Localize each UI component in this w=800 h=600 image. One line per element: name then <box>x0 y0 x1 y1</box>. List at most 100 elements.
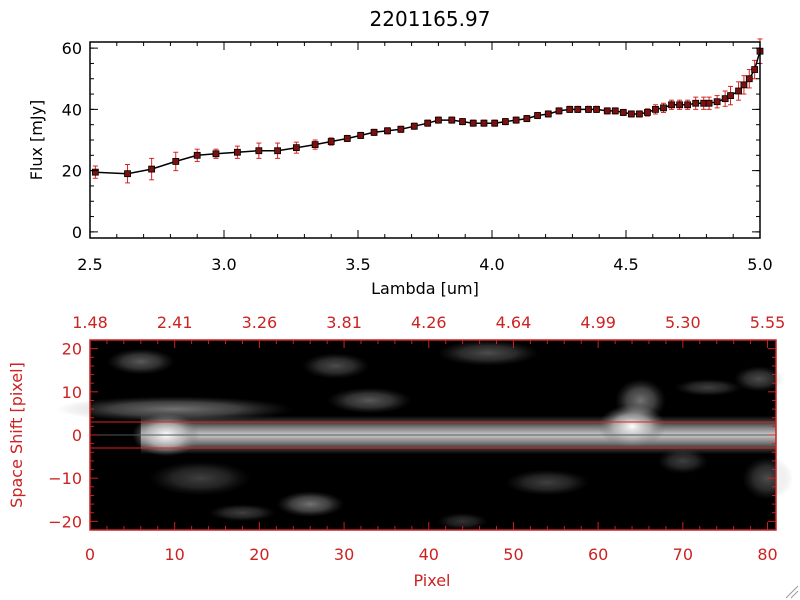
x-tick-label: 60 <box>588 545 608 564</box>
image-y-axis-label: Space Shift [pixel] <box>7 362 26 508</box>
data-point <box>327 138 335 145</box>
data-point <box>585 105 592 113</box>
emission-blob <box>674 378 743 397</box>
data-point <box>544 110 552 118</box>
wavelength-tick-label: 4.26 <box>411 313 447 332</box>
data-point <box>593 105 600 113</box>
data-point <box>692 99 700 107</box>
x-tick-label: 30 <box>334 545 354 564</box>
wavelength-tick-label: 3.26 <box>242 313 278 332</box>
wavelength-tick-label: 2.41 <box>157 313 193 332</box>
chart-title: 2201165.97 <box>370 7 491 31</box>
data-point <box>424 119 432 127</box>
spectrum-x-axis-label: Lambda [um] <box>371 279 479 298</box>
spectral-image-chart: 0 10 20 30 40 50 60 70 80 −20 −10 0 10 20 1.48 2.41 3.… <box>7 313 793 590</box>
data-point <box>751 66 759 73</box>
data-point <box>459 118 466 126</box>
data-point <box>523 115 531 122</box>
spectrum-chart: 2201165.97 2.5 3.0 3.5 4.0 4.5 5.0 0 20 40 60 La… <box>27 7 773 298</box>
data-point <box>555 107 563 115</box>
data-point <box>684 101 692 109</box>
image-x-tick-labels: 0 10 20 30 40 50 60 70 80 <box>85 545 778 564</box>
data-point <box>566 105 574 113</box>
wavelength-tick-label: 4.64 <box>496 313 532 332</box>
data-point <box>397 125 405 133</box>
data-point <box>652 105 659 113</box>
data-point <box>727 92 734 99</box>
data-point <box>212 150 220 158</box>
spectrum-axes-frame <box>89 41 761 239</box>
image-y-tick-labels: −20 −10 0 10 20 <box>48 340 82 532</box>
wavelength-tick-label: 3.81 <box>326 313 362 332</box>
x-tick-label: 80 <box>757 545 777 564</box>
wavelength-tick-label: 4.99 <box>580 313 616 332</box>
x-tick-label: 3.0 <box>211 255 236 274</box>
y-tick-label: −10 <box>48 469 82 488</box>
y-tick-label: −20 <box>48 512 82 531</box>
x-tick-label: 5.0 <box>747 255 772 274</box>
wavelength-tick-label: 5.55 <box>750 313 786 332</box>
data-point <box>124 170 131 178</box>
data-point <box>172 158 180 165</box>
image-wavelength-tick-labels: 1.48 2.41 3.26 3.81 4.26 4.64 4.99 5.30 5.55 <box>72 313 785 332</box>
data-point <box>501 118 509 126</box>
data-point <box>512 116 520 124</box>
data-point <box>480 119 488 127</box>
data-point <box>193 151 201 159</box>
data-point <box>448 116 456 124</box>
data-point <box>644 109 651 116</box>
y-tick-label: 10 <box>62 383 82 402</box>
x-tick-label: 3.5 <box>345 255 370 274</box>
data-point <box>534 112 541 119</box>
data-point <box>384 127 391 135</box>
spectrum-y-tick-labels: 0 20 40 60 <box>62 39 760 242</box>
data-point <box>434 116 442 124</box>
data-point <box>574 105 582 113</box>
data-point <box>619 109 627 116</box>
emission-blob <box>149 460 251 496</box>
spectrum-x-tick-labels: 2.5 3.0 3.5 4.0 4.5 5.0 <box>77 42 773 274</box>
data-point <box>660 104 667 112</box>
data-point <box>233 148 241 156</box>
emission-blob <box>106 348 175 375</box>
data-point <box>370 128 378 136</box>
spectrum-y-axis-label: Flux [mJy] <box>27 100 46 181</box>
emission-blob <box>657 447 709 474</box>
data-point <box>705 99 713 107</box>
image-tick-marks <box>89 339 776 531</box>
x-tick-label: 0 <box>85 545 95 564</box>
data-point <box>745 75 753 83</box>
data-point <box>91 168 99 176</box>
data-point <box>410 122 418 130</box>
emission-blob <box>742 456 793 500</box>
y-tick-label: 40 <box>62 100 82 119</box>
emission-blob <box>276 491 345 518</box>
resize-grip-icon[interactable] <box>785 585 799 599</box>
emission-blob <box>208 504 277 522</box>
image-guide-lines <box>90 421 776 449</box>
x-tick-label: 4.5 <box>613 255 638 274</box>
data-point <box>713 98 721 106</box>
x-tick-label: 70 <box>673 545 693 564</box>
emission-blob <box>327 387 412 414</box>
data-point <box>668 101 675 109</box>
data-point <box>636 110 643 118</box>
wavelength-tick-label: 1.48 <box>72 313 108 332</box>
emission-blob <box>615 378 666 423</box>
y-tick-label: 0 <box>72 426 82 445</box>
data-point <box>274 147 282 155</box>
emission-blob <box>437 340 539 366</box>
data-point <box>469 119 477 127</box>
data-point <box>491 119 499 127</box>
emission-blob <box>504 469 590 496</box>
emission-blob <box>437 512 489 530</box>
data-point <box>292 144 300 152</box>
y-tick-label: 20 <box>62 340 82 359</box>
y-tick-label: 0 <box>72 223 82 242</box>
data-point <box>343 135 351 142</box>
x-tick-label: 50 <box>503 545 523 564</box>
data-point <box>357 132 365 139</box>
x-tick-label: 20 <box>249 545 269 564</box>
x-tick-label: 4.0 <box>479 255 504 274</box>
